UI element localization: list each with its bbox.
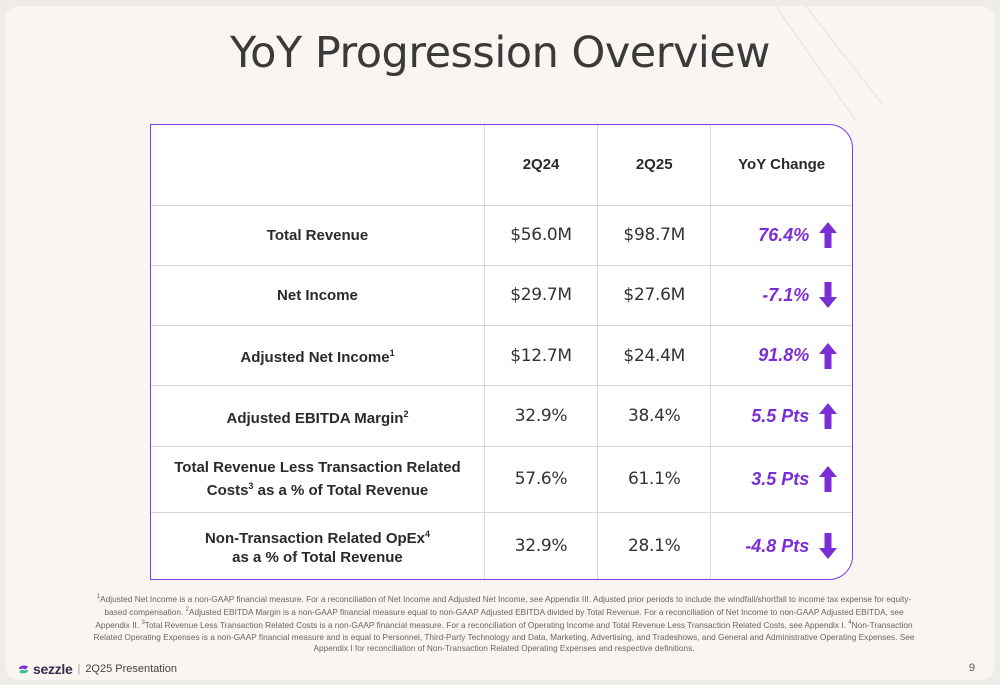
table-row: Adjusted Net Income1 $12.7M $24.4M 91.8% bbox=[151, 325, 852, 387]
metrics-table-container: 2Q24 2Q25 YoY Change Total Revenue $56.0… bbox=[150, 124, 853, 580]
footer-brand: sezzle | 2Q25 Presentation bbox=[17, 661, 177, 677]
yoy-change-cell: 76.4% bbox=[710, 205, 852, 266]
metric-label: Non-Transaction Related OpEx4 as a % of T… bbox=[151, 512, 485, 579]
footnote-text: Adjusted EBITDA Margin is a non-GAAP fin… bbox=[95, 606, 904, 631]
table-row: Total Revenue Less Transaction Related Co… bbox=[151, 446, 852, 514]
page-number: 9 bbox=[968, 662, 975, 674]
footer-separator: | bbox=[77, 663, 81, 675]
arrow-up-icon bbox=[819, 342, 838, 369]
yoy-change-cell: 3.5 Pts bbox=[710, 446, 852, 514]
arrow-down-icon bbox=[819, 282, 838, 309]
value-2q24: $29.7M bbox=[484, 265, 599, 327]
header-2q25: 2Q25 bbox=[597, 125, 712, 206]
yoy-change-value: 91.8% bbox=[758, 345, 810, 366]
header-metric bbox=[151, 125, 485, 206]
footnote-marker: 3 bbox=[248, 481, 254, 492]
value-2q25: 61.1% bbox=[597, 446, 712, 514]
slide: YoY Progression Overview 2Q24 2Q25 YoY C… bbox=[5, 6, 995, 680]
presentation-label: 2Q25 Presentation bbox=[85, 663, 178, 675]
value-2q24: $12.7M bbox=[484, 325, 599, 387]
value-2q25: $24.4M bbox=[597, 325, 712, 387]
yoy-change-value: -7.1% bbox=[762, 284, 810, 305]
metric-label: Adjusted EBITDA Margin2 bbox=[151, 385, 485, 447]
yoy-change-value: -4.8 Pts bbox=[745, 535, 810, 556]
page-title: YoY Progression Overview bbox=[230, 28, 770, 78]
metric-label: Total Revenue Less Transaction Related Co… bbox=[151, 446, 485, 514]
value-2q24: 32.9% bbox=[484, 512, 599, 579]
table-row: Non-Transaction Related OpEx4 as a % of T… bbox=[151, 512, 852, 579]
value-2q24: 32.9% bbox=[484, 385, 599, 447]
sezzle-logo-icon bbox=[18, 665, 29, 673]
value-2q24: 57.6% bbox=[484, 446, 599, 514]
header-yoy-change: YoY Change bbox=[710, 125, 852, 206]
yoy-change-value: 76.4% bbox=[758, 224, 810, 245]
footnote-marker: 1 bbox=[389, 348, 395, 359]
metric-label: Adjusted Net Income1 bbox=[151, 325, 485, 387]
footnote-text: Adjusted Net Income is a non-GAAP financ… bbox=[100, 593, 912, 617]
value-2q25: $98.7M bbox=[597, 205, 712, 266]
metrics-table: 2Q24 2Q25 YoY Change Total Revenue $56.0… bbox=[151, 125, 852, 579]
yoy-change-cell: -4.8 Pts bbox=[711, 513, 852, 579]
yoy-change-cell: 91.8% bbox=[710, 325, 852, 387]
arrow-up-icon bbox=[819, 403, 838, 430]
footnote-marker: 4 bbox=[425, 529, 431, 540]
yoy-change-cell: 5.5 Pts bbox=[710, 385, 852, 447]
arrow-up-icon bbox=[819, 466, 838, 493]
yoy-change-value: 3.5 Pts bbox=[751, 468, 810, 489]
footnote-marker: 2 bbox=[403, 408, 409, 419]
value-2q25: 28.1% bbox=[597, 512, 712, 579]
yoy-change-value: 5.5 Pts bbox=[751, 405, 810, 426]
yoy-change-cell: -7.1% bbox=[710, 265, 852, 327]
metric-label: Net Income bbox=[151, 265, 485, 327]
header-2q24: 2Q24 bbox=[484, 125, 599, 206]
table-header-row: 2Q24 2Q25 YoY Change bbox=[151, 125, 852, 206]
arrow-up-icon bbox=[819, 222, 838, 249]
table-row: Adjusted EBITDA Margin2 32.9% 38.4% 5.5 … bbox=[151, 385, 852, 447]
footnote-text: Total Revenue Less Transaction Related C… bbox=[144, 620, 849, 631]
value-2q24: $56.0M bbox=[484, 205, 599, 266]
metric-label: Total Revenue bbox=[151, 205, 485, 266]
arrow-down-icon bbox=[819, 533, 838, 560]
value-2q25: 38.4% bbox=[597, 385, 712, 447]
footnotes: 1Adjusted Net Income is a non-GAAP finan… bbox=[93, 593, 915, 653]
brand-logo-text: sezzle bbox=[33, 661, 73, 677]
table-row: Net Income $29.7M $27.6M -7.1% bbox=[151, 265, 852, 327]
table-row: Total Revenue $56.0M $98.7M 76.4% bbox=[151, 205, 852, 266]
value-2q25: $27.6M bbox=[597, 265, 712, 327]
footnote-text: Non-Transaction Related Operating Expens… bbox=[93, 620, 915, 653]
